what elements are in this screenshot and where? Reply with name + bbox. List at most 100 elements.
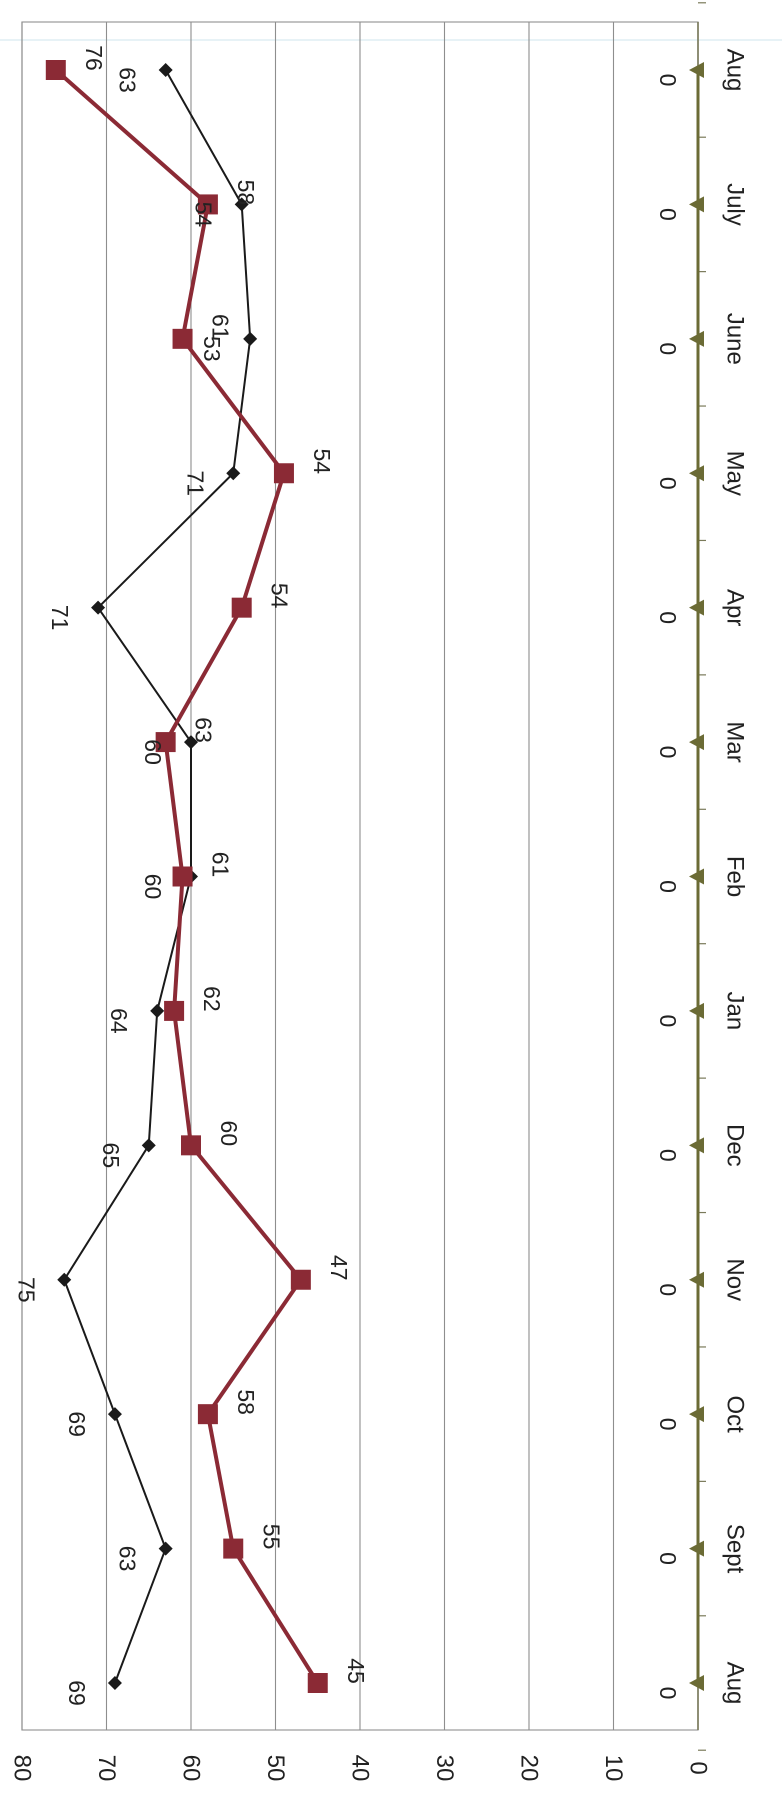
data-label: 69 xyxy=(64,1680,90,1706)
data-point xyxy=(141,1138,156,1153)
category-label: Nov xyxy=(722,1258,749,1301)
data-label: 0 xyxy=(655,1552,681,1565)
data-point xyxy=(197,1404,218,1425)
category-label: June xyxy=(722,313,749,365)
data-label: 71 xyxy=(47,605,73,631)
category-label: Dec xyxy=(722,1124,749,1167)
data-point xyxy=(184,735,198,750)
data-label: 69 xyxy=(64,1411,90,1437)
data-label: 60 xyxy=(140,739,166,765)
category-label: July xyxy=(722,183,749,226)
data-point xyxy=(57,1272,72,1287)
category-label: Jan xyxy=(721,992,748,1031)
data-label: 0 xyxy=(655,1015,681,1028)
data-label: 54 xyxy=(267,583,293,609)
value-tick-label: 50 xyxy=(262,1755,289,1782)
category-label: Mar xyxy=(722,721,749,762)
value-tick-label: 80 xyxy=(9,1755,36,1782)
data-label: 0 xyxy=(655,74,681,87)
category-label: Feb xyxy=(722,856,749,897)
data-point xyxy=(689,196,704,213)
data-point xyxy=(172,328,193,349)
data-label: 0 xyxy=(655,342,681,355)
data-point xyxy=(158,63,173,77)
data-label: 61 xyxy=(208,852,234,878)
data-label: 0 xyxy=(655,1687,681,1700)
data-point xyxy=(689,868,704,885)
data-point xyxy=(164,1000,185,1021)
data-label: 65 xyxy=(98,1143,124,1169)
data-label: 47 xyxy=(326,1255,352,1281)
data-point xyxy=(155,732,176,753)
data-point xyxy=(172,866,193,887)
data-label: 58 xyxy=(233,180,259,206)
data-point xyxy=(689,62,704,78)
data-point xyxy=(107,1676,122,1690)
data-point xyxy=(689,1137,704,1154)
data-label: 75 xyxy=(13,1277,39,1303)
data-point xyxy=(234,197,249,212)
data-label: 71 xyxy=(182,470,208,496)
value-axis: 0 10 20 30 40 50 60 70 80 xyxy=(9,1755,712,1782)
data-label: 0 xyxy=(655,1283,681,1296)
data-label: 63 xyxy=(115,67,141,93)
data-label: 60 xyxy=(140,874,166,900)
data-label: 62 xyxy=(199,986,225,1012)
category-label: Sept xyxy=(722,1524,749,1574)
series-2 xyxy=(689,62,704,1691)
data-labels: 69 63 69 75 65 64 60 60 71 71 53 54 63 45 55 58 47 60 62 61… xyxy=(13,45,681,1706)
data-label: 63 xyxy=(191,717,217,743)
data-point xyxy=(689,465,704,482)
plot-frame xyxy=(0,21,782,1731)
data-point xyxy=(181,1135,201,1156)
data-point xyxy=(689,734,704,751)
value-tick-label: 30 xyxy=(431,1755,458,1782)
data-point xyxy=(197,194,218,215)
data-point xyxy=(150,1003,165,1018)
data-label: 0 xyxy=(655,477,681,490)
data-point xyxy=(243,331,258,346)
data-point xyxy=(689,1002,704,1019)
value-tick-label: 40 xyxy=(347,1755,374,1782)
category-label: Aug xyxy=(722,1662,749,1705)
data-point xyxy=(231,597,252,618)
category-label: Apr xyxy=(722,589,749,626)
data-point xyxy=(226,466,241,481)
data-point xyxy=(689,1675,704,1691)
category-label: Oct xyxy=(722,1395,749,1433)
value-tick-label: 20 xyxy=(516,1755,543,1782)
data-label: 60 xyxy=(216,1121,242,1147)
data-label: 0 xyxy=(655,611,681,624)
grid-lines xyxy=(21,22,699,1730)
category-axis: Aug Sept Oct Nov Dec Jan Feb Mar Apr May June July A… xyxy=(697,2,749,1751)
data-label: 45 xyxy=(343,1658,369,1684)
data-label: 58 xyxy=(233,1389,259,1415)
data-point xyxy=(273,463,294,484)
data-point xyxy=(158,1541,173,1556)
data-label: 76 xyxy=(81,45,107,71)
value-tick-label: 60 xyxy=(178,1755,205,1782)
data-label: 0 xyxy=(655,880,681,893)
data-point xyxy=(689,1271,704,1288)
category-label: Aug xyxy=(722,49,749,92)
data-label: 53 xyxy=(199,336,225,362)
data-point xyxy=(307,1673,328,1693)
data-point xyxy=(223,1538,244,1559)
data-label: 61 xyxy=(208,314,234,340)
series-1 xyxy=(45,60,328,1693)
data-point xyxy=(45,60,66,80)
category-label: May xyxy=(722,451,749,496)
data-point xyxy=(689,599,704,616)
value-tick-label: 0 xyxy=(685,1761,712,1774)
data-point xyxy=(689,330,704,347)
data-label: 55 xyxy=(258,1524,284,1550)
data-label: 54 xyxy=(309,448,335,474)
data-label: 63 xyxy=(115,1546,141,1572)
data-point xyxy=(290,1269,311,1290)
data-point xyxy=(107,1407,122,1422)
data-label: 0 xyxy=(655,1149,681,1162)
value-tick-label: 70 xyxy=(93,1755,120,1782)
data-label: 54 xyxy=(191,202,217,228)
series-layer xyxy=(45,60,704,1693)
